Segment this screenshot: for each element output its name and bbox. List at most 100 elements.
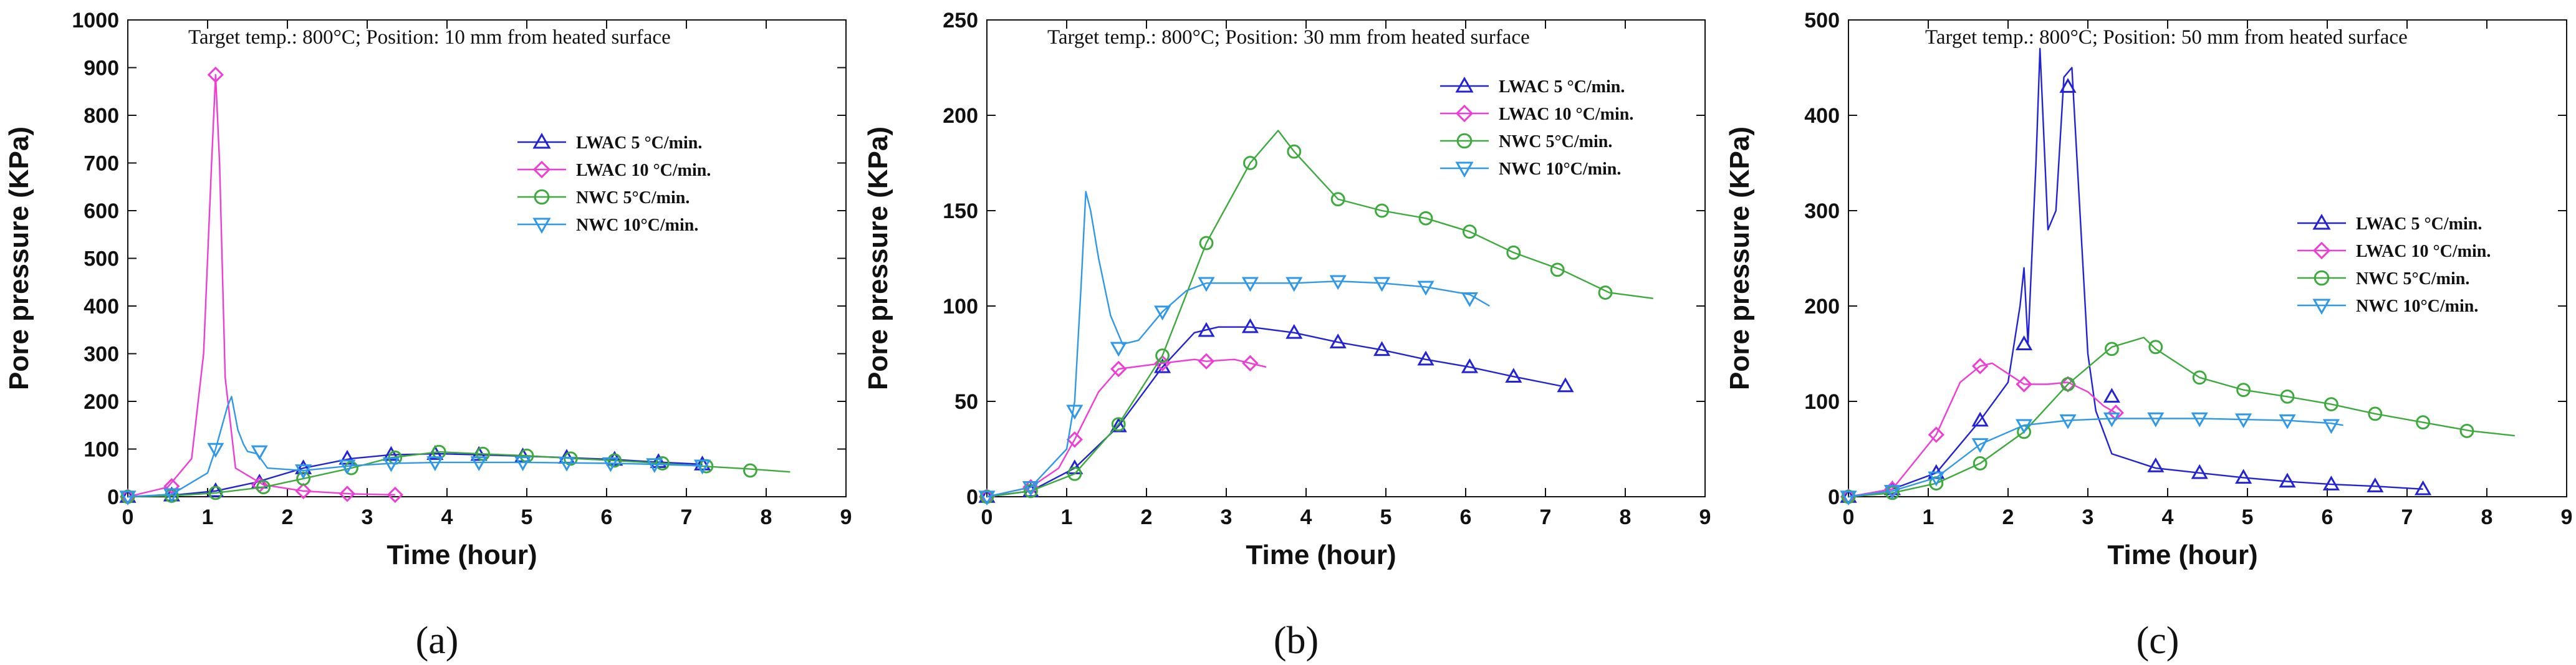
x-tick-label: 8 bbox=[761, 505, 772, 529]
data-point bbox=[382, 446, 400, 461]
data-point bbox=[339, 459, 356, 475]
data-point bbox=[426, 456, 444, 471]
y-tick-label: 500 bbox=[1804, 9, 1840, 32]
series-2 bbox=[1840, 358, 2124, 505]
legend-label: LWAC 10 °C/min. bbox=[2356, 242, 2491, 261]
legend-label: NWC 10°C/min. bbox=[576, 216, 698, 235]
legend-label: LWAC 5 °C/min. bbox=[576, 133, 702, 153]
data-point bbox=[2416, 415, 2431, 430]
data-point bbox=[2459, 424, 2474, 438]
data-point bbox=[2279, 472, 2296, 488]
series-4 bbox=[119, 396, 711, 506]
data-point bbox=[1155, 348, 1170, 363]
x-axis-title: Time (hour) bbox=[2107, 540, 2257, 570]
data-point bbox=[655, 456, 670, 471]
series-4 bbox=[978, 191, 1490, 506]
data-point bbox=[1110, 360, 1127, 378]
x-tick-label: 1 bbox=[1923, 505, 1934, 529]
legend: LWAC 5 °C/min. LWAC 10 °C/min. NWC 5°C/min… bbox=[2297, 213, 2491, 316]
data-point bbox=[1199, 236, 1214, 251]
data-point bbox=[1461, 358, 1478, 373]
data-point bbox=[2235, 413, 2252, 429]
x-tick-label: 5 bbox=[1380, 505, 1392, 529]
y-tick-label: 0 bbox=[966, 486, 978, 509]
data-point bbox=[1505, 368, 1522, 383]
data-point bbox=[602, 457, 619, 472]
data-point bbox=[1375, 203, 1390, 218]
data-point bbox=[1971, 438, 1989, 453]
data-point bbox=[2236, 383, 2251, 398]
data-point bbox=[208, 486, 223, 500]
plot-frame bbox=[986, 19, 1706, 497]
legend-label: LWAC 5 °C/min. bbox=[1499, 77, 1625, 97]
series-line bbox=[127, 396, 703, 498]
data-point bbox=[1972, 358, 1989, 375]
data-point bbox=[2059, 414, 2077, 429]
series-line bbox=[127, 74, 395, 498]
legend-label: NWC 10°C/min. bbox=[2356, 297, 2478, 316]
x-axis-title: Time (hour) bbox=[1246, 540, 1396, 570]
x-tick-label: 0 bbox=[981, 505, 993, 529]
legend-marker bbox=[2312, 299, 2331, 315]
y-tick-label: 600 bbox=[84, 199, 119, 223]
data-point bbox=[646, 458, 663, 474]
data-point bbox=[694, 455, 711, 471]
data-point bbox=[1198, 277, 1215, 292]
legend-label: NWC 5°C/min. bbox=[576, 188, 690, 208]
legend-marker bbox=[532, 218, 551, 234]
y-tick-label: 100 bbox=[84, 438, 119, 462]
x-tick-label: 9 bbox=[1699, 505, 1711, 529]
x-tick-label: 4 bbox=[1300, 505, 1312, 529]
x-tick-label: 7 bbox=[681, 505, 693, 529]
data-point bbox=[2279, 414, 2296, 429]
series-2 bbox=[119, 66, 403, 505]
data-point bbox=[339, 486, 356, 502]
plot-frame bbox=[1848, 19, 2567, 497]
data-point bbox=[1417, 280, 1435, 296]
data-point bbox=[1557, 377, 1574, 393]
data-point bbox=[295, 482, 312, 499]
data-point bbox=[2191, 464, 2208, 479]
data-point bbox=[1241, 318, 1259, 333]
data-point bbox=[1373, 341, 1391, 356]
legend-marker bbox=[532, 132, 551, 149]
data-point bbox=[2059, 78, 2077, 93]
x-tick-label: 2 bbox=[2002, 505, 2014, 529]
data-point bbox=[2147, 457, 2165, 472]
data-point bbox=[2280, 389, 2295, 404]
y-tick-label: 400 bbox=[1804, 104, 1840, 128]
data-point bbox=[2368, 406, 2383, 421]
data-point bbox=[1461, 292, 1478, 307]
data-point bbox=[2415, 480, 2432, 495]
chart-panel-2: 0 1 2 3 4 5 6 7 8 9 0 50 100 150 200 250 Time (hour) Pore… bbox=[863, 9, 1711, 662]
data-point bbox=[1598, 285, 1613, 300]
legend-marker bbox=[1455, 76, 1474, 93]
x-tick-label: 9 bbox=[2561, 505, 2573, 529]
x-tick-label: 1 bbox=[202, 505, 214, 529]
series-line bbox=[1848, 47, 2423, 498]
y-tick-label: 0 bbox=[1828, 486, 1840, 509]
x-tick-label: 7 bbox=[2401, 505, 2413, 529]
data-point bbox=[1198, 322, 1215, 337]
data-point bbox=[1506, 245, 1521, 260]
legend-marker bbox=[2314, 270, 2330, 286]
y-tick-label: 400 bbox=[84, 295, 119, 318]
x-tick-label: 6 bbox=[2322, 505, 2333, 529]
data-point bbox=[743, 463, 757, 478]
legend-marker bbox=[1455, 104, 1474, 123]
y-tick-label: 200 bbox=[1804, 295, 1840, 318]
x-tick-label: 8 bbox=[1620, 505, 1632, 529]
data-point bbox=[256, 480, 271, 495]
data-point bbox=[1242, 355, 1259, 371]
series-line bbox=[986, 358, 1267, 498]
data-point bbox=[1329, 333, 1347, 348]
chart-annotation: Target temp.: 800°C; Position: 30 mm fro… bbox=[1047, 26, 1530, 49]
y-tick-label: 100 bbox=[943, 295, 978, 318]
y-axis-title: Pore pressure (KPa) bbox=[4, 127, 34, 390]
data-point bbox=[2016, 376, 2032, 393]
y-tick-label: 200 bbox=[943, 104, 978, 128]
x-tick-label: 5 bbox=[2242, 505, 2254, 529]
x-tick-label: 4 bbox=[2162, 505, 2174, 529]
data-point bbox=[1883, 485, 1901, 500]
data-point bbox=[2103, 412, 2120, 428]
